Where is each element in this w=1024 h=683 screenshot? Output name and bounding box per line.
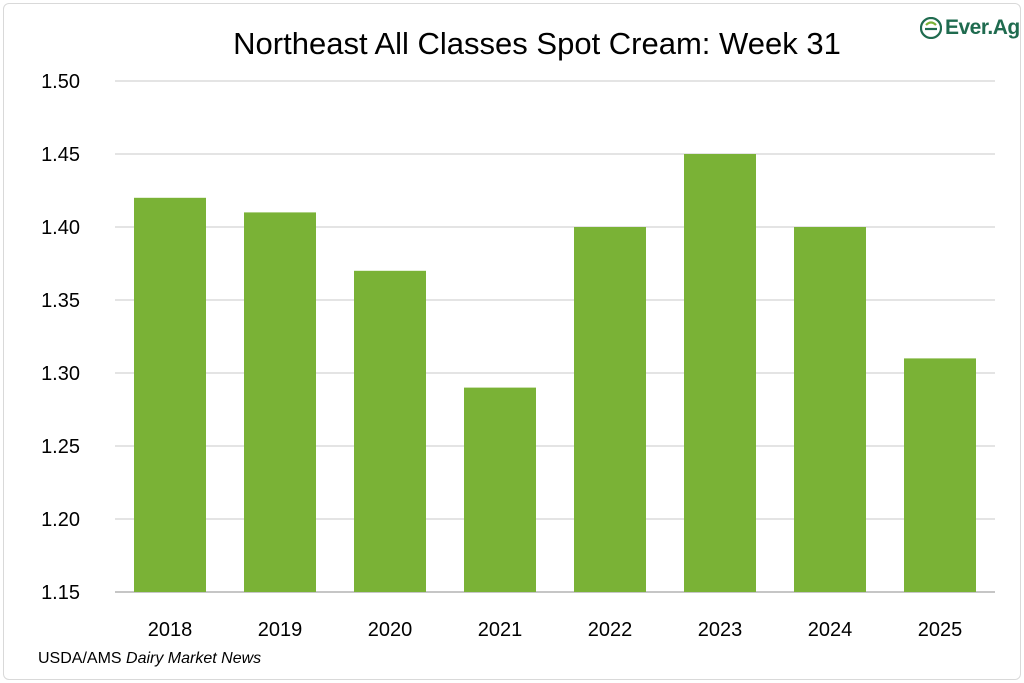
x-tick-label: 2019 [258, 619, 303, 641]
y-axis: 1.15 1.20 1.25 1.30 1.35 1.40 1.45 1.50 [41, 71, 80, 604]
y-tick-label: 1.35 [41, 290, 80, 312]
y-tick-label: 1.30 [41, 363, 80, 385]
chart-title: Northeast All Classes Spot Cream: Week 3… [233, 26, 841, 61]
x-tick-label: 2023 [698, 619, 743, 641]
source-prefix: USDA/AMS [38, 650, 127, 667]
x-tick-label: 2018 [148, 619, 193, 641]
y-tick-label: 1.25 [41, 436, 80, 458]
y-tick-label: 1.40 [41, 217, 80, 239]
bar-2024 [794, 227, 866, 592]
source-publication: Dairy Market News [126, 650, 262, 667]
ever-ag-logo-icon [919, 16, 943, 40]
bar-2019 [244, 212, 316, 592]
x-tick-label: 2022 [588, 619, 633, 641]
y-tick-label: 1.15 [41, 582, 80, 604]
bar-2022 [574, 227, 646, 592]
bar-2025 [904, 358, 976, 592]
bar-2018 [134, 197, 206, 593]
x-tick-label: 2025 [918, 619, 963, 641]
bars [134, 154, 976, 593]
x-tick-label: 2020 [368, 619, 413, 641]
source-note: USDA/AMS Dairy Market News [38, 650, 261, 668]
ever-ag-logo-text: Ever.Ag [945, 16, 1020, 39]
y-tick-label: 1.20 [41, 509, 80, 531]
bar-2020 [354, 270, 426, 592]
x-tick-label: 2021 [478, 619, 523, 641]
bar-2021 [464, 387, 536, 592]
y-tick-label: 1.45 [41, 144, 80, 166]
ever-ag-logo: Ever.Ag [919, 16, 1020, 40]
bar-2023 [684, 154, 756, 592]
x-tick-label: 2024 [808, 619, 853, 641]
x-axis: 2018 2019 2020 2021 2022 2023 2024 2025 [148, 619, 963, 641]
y-tick-label: 1.50 [41, 71, 80, 93]
